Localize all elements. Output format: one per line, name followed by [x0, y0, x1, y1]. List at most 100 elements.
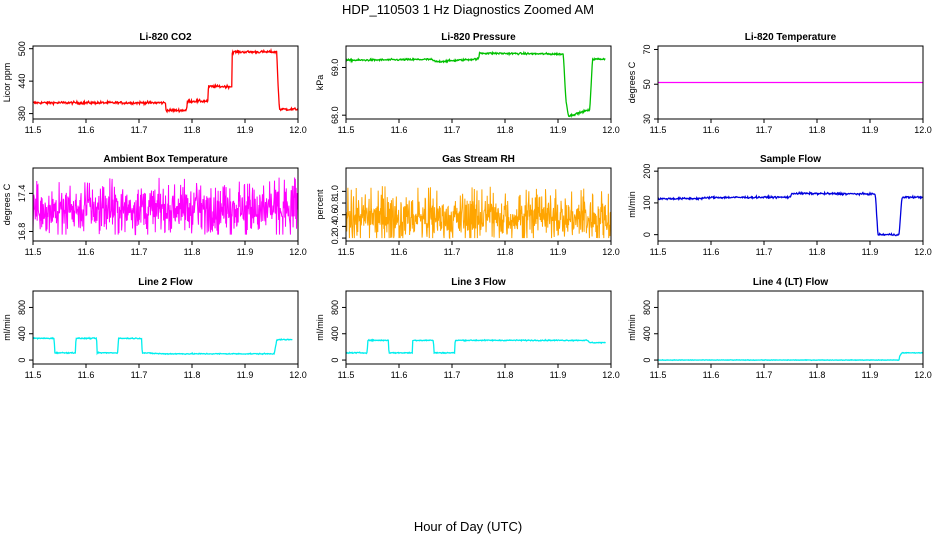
- plot-frame: [657, 45, 924, 120]
- x-tick-label: 11.5: [25, 247, 42, 257]
- x-tick-label: 11.8: [184, 247, 201, 257]
- x-tick-label: 11.8: [184, 125, 201, 135]
- series-line: [346, 338, 606, 355]
- x-tick-label: 11.5: [650, 370, 667, 380]
- plot-frame: [32, 45, 299, 120]
- plot-frame: [345, 290, 612, 365]
- x-tick-label: 12.0: [289, 370, 307, 380]
- y-tick-label: 800: [17, 300, 27, 315]
- x-tick-label: 11.9: [550, 370, 567, 380]
- series-line: [33, 177, 298, 236]
- x-tick-label: 11.5: [25, 125, 42, 135]
- plot-frame: [657, 167, 924, 242]
- y-tick-label: 69.0: [330, 59, 340, 77]
- plot-frame: [345, 45, 612, 120]
- panel-5: Sample Flow ml/min 11.5 11.6 11.7 11.8 11.9 12.…: [627, 154, 932, 257]
- x-tick-label: 11.9: [237, 370, 254, 380]
- x-tick-label: 11.7: [131, 125, 148, 135]
- y-tick-label: 0.2: [330, 232, 340, 245]
- x-tick-label: 11.5: [338, 370, 355, 380]
- x-tick-label: 12.0: [914, 247, 932, 257]
- series-group: [33, 177, 298, 236]
- panel-title: Line 4 (LT) Flow: [753, 277, 829, 288]
- x-tick-label: 11.7: [131, 247, 148, 257]
- x-tick-label: 12.0: [602, 247, 620, 257]
- x-tick-label: 11.9: [550, 125, 567, 135]
- panel-6: Line 2 Flow ml/min 11.5 11.6 11.7 11.8 11.9 12.…: [2, 277, 307, 380]
- series-group: [658, 351, 923, 362]
- panel-1: Li-820 Pressure kPa 11.5 11.6 11.7 11.8 11.9 12…: [315, 32, 620, 135]
- x-tick-label: 11.5: [650, 125, 667, 135]
- y-tick-label: 17.4: [17, 185, 27, 203]
- y-axis-label: ml/min: [627, 314, 637, 341]
- x-tick-label: 11.8: [809, 370, 826, 380]
- x-tick-label: 12.0: [602, 370, 620, 380]
- x-tick-label: 11.5: [650, 247, 667, 257]
- y-tick-label: 16.8: [17, 223, 27, 241]
- panel-title: Li-820 CO2: [139, 32, 192, 43]
- x-tick-label: 11.8: [497, 247, 514, 257]
- y-tick-label: 0: [17, 358, 27, 363]
- series-line: [658, 190, 923, 237]
- x-tick-label: 11.6: [703, 370, 720, 380]
- y-tick-label: 0: [642, 358, 652, 363]
- x-tick-label: 11.7: [131, 370, 148, 380]
- x-tick-label: 11.7: [444, 247, 461, 257]
- series-line: [658, 351, 923, 362]
- x-tick-label: 11.9: [550, 247, 567, 257]
- x-tick-label: 11.8: [184, 370, 201, 380]
- x-tick-label: 11.5: [338, 125, 355, 135]
- y-tick-label: 800: [642, 300, 652, 315]
- figure-x-axis-label: Hour of Day (UTC): [414, 519, 522, 534]
- x-tick-label: 11.5: [25, 370, 42, 380]
- panel-7: Line 3 Flow ml/min 11.5 11.6 11.7 11.8 11.9 12.…: [315, 277, 620, 380]
- series-group: [33, 336, 293, 356]
- series-group: [346, 50, 606, 118]
- x-tick-label: 11.9: [862, 247, 879, 257]
- plot-frame: [32, 167, 299, 242]
- panel-title: Li-820 Temperature: [745, 32, 837, 43]
- y-tick-label: 500: [17, 41, 27, 56]
- x-tick-label: 11.5: [338, 247, 355, 257]
- y-tick-label: 50: [642, 79, 652, 89]
- y-axis-label: degrees C: [2, 183, 12, 225]
- plot-frame: [32, 290, 299, 365]
- series-line: [346, 186, 611, 240]
- panel-title: Ambient Box Temperature: [103, 154, 228, 165]
- y-tick-label: 0.6: [330, 208, 340, 221]
- y-tick-label: 100: [642, 195, 652, 210]
- panel-grid: Li-820 CO2 Licor ppm 11.5 11.6 11.7 11.8 11.9 1…: [2, 32, 932, 380]
- panel-0: Li-820 CO2 Licor ppm 11.5 11.6 11.7 11.8 11.9 1…: [2, 32, 307, 135]
- x-tick-label: 12.0: [289, 125, 307, 135]
- series-line: [33, 47, 298, 114]
- x-tick-label: 11.9: [237, 247, 254, 257]
- y-axis-label: degrees C: [627, 61, 637, 103]
- y-axis-label: ml/min: [627, 191, 637, 218]
- y-tick-label: 380: [17, 106, 27, 121]
- x-tick-label: 12.0: [289, 247, 307, 257]
- y-tick-label: 440: [17, 74, 27, 89]
- x-tick-label: 11.9: [862, 370, 879, 380]
- x-tick-label: 11.9: [237, 125, 254, 135]
- y-axis-label: percent: [315, 189, 325, 220]
- y-tick-label: 200: [642, 164, 652, 179]
- y-tick-label: 1.0: [330, 185, 340, 198]
- y-tick-label: 400: [642, 326, 652, 341]
- y-tick-label: 0: [330, 358, 340, 363]
- y-tick-label: 68.0: [330, 106, 340, 124]
- x-tick-label: 11.7: [444, 370, 461, 380]
- series-group: [33, 47, 298, 114]
- panel-title: Line 2 Flow: [138, 277, 193, 288]
- x-tick-label: 11.6: [391, 247, 408, 257]
- y-axis-label: kPa: [315, 75, 325, 91]
- x-tick-label: 11.8: [809, 247, 826, 257]
- y-axis-label: ml/min: [2, 314, 12, 341]
- series-line: [33, 336, 293, 356]
- x-tick-label: 11.6: [391, 125, 408, 135]
- x-tick-label: 11.8: [497, 125, 514, 135]
- panel-3: Ambient Box Temperature degrees C 11.5 11.6…: [2, 154, 307, 257]
- panel-title: Gas Stream RH: [442, 154, 515, 165]
- x-tick-label: 11.7: [444, 125, 461, 135]
- x-tick-label: 12.0: [602, 125, 620, 135]
